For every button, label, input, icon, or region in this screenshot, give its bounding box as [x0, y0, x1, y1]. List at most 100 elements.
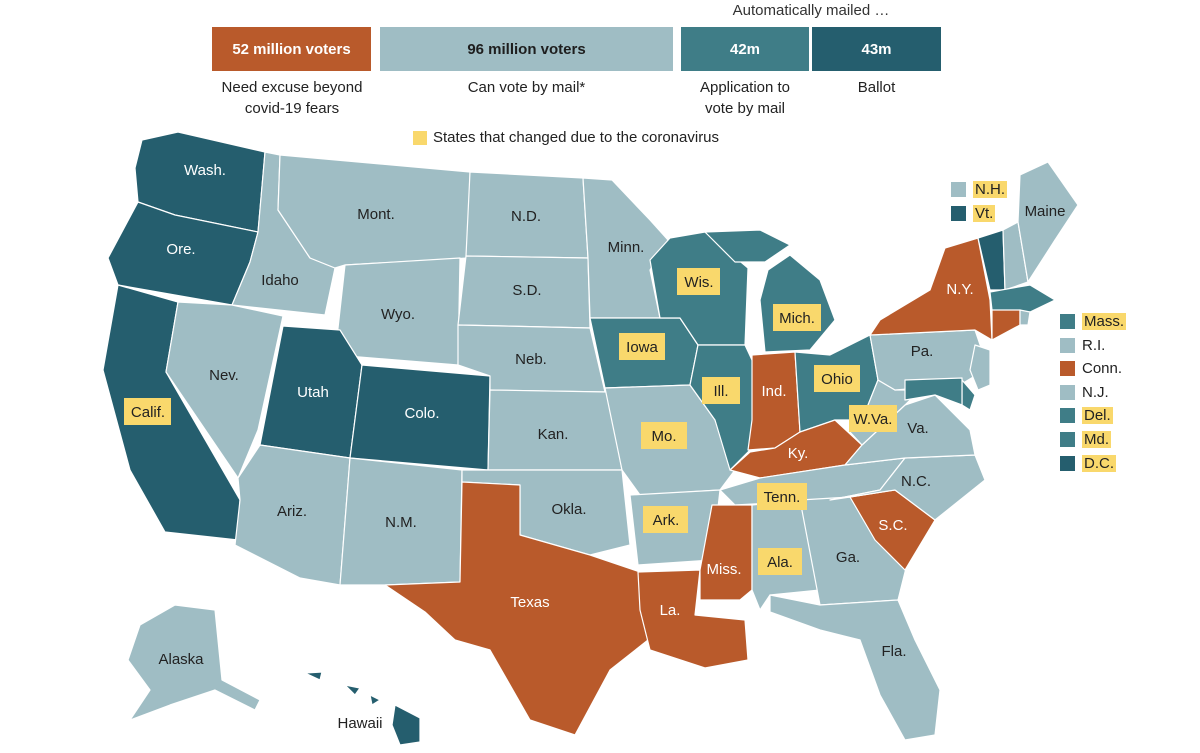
label-nev: Nev. — [209, 367, 239, 384]
state-mass — [989, 284, 1056, 313]
label-okla: Okla. — [551, 501, 586, 518]
label-ny: N.Y. — [946, 281, 973, 298]
label-alaska: Alaska — [158, 651, 204, 668]
label-kan: Kan. — [538, 426, 569, 443]
legend-caption-can-mail: Can vote by mail* — [467, 79, 586, 96]
state-ind — [747, 351, 801, 451]
hl-ark — [643, 506, 688, 533]
side-legend-swatch — [1060, 408, 1075, 423]
state-mich — [759, 254, 836, 353]
changed-legend: States that changed due to the coronavir… — [413, 129, 719, 146]
state-nev — [165, 301, 284, 479]
side-legend-nj: N.J. — [1060, 384, 1109, 401]
state-mich-up — [704, 229, 791, 263]
changed-swatch — [413, 130, 427, 145]
side-legend-nh: N.H. — [951, 181, 1007, 198]
hl-ala — [758, 548, 802, 575]
state-texas — [384, 481, 649, 736]
label-nc: N.C. — [901, 473, 931, 490]
state-md — [904, 377, 963, 406]
side-legend-dc: D.C. — [1060, 455, 1116, 472]
label-ky: Ky. — [788, 445, 809, 462]
label-sc: S.C. — [878, 517, 907, 534]
changed-legend-label: States that changed due to the coronavir… — [433, 129, 720, 146]
label-ark: Ark. — [653, 512, 680, 529]
side-legend-mass: Mass. — [1060, 313, 1127, 330]
label-nm: N.M. — [385, 514, 417, 531]
state-la — [637, 569, 749, 669]
side-legend-swatch — [1060, 456, 1075, 471]
hl-mo — [641, 422, 687, 449]
state-ny — [869, 237, 993, 341]
legend-bar-ballot: 43m — [812, 27, 941, 71]
label-mo: Mo. — [651, 428, 676, 445]
legend-bar-application: 42m — [681, 27, 809, 71]
auto-mailed-header: Automatically mailed … — [732, 2, 890, 19]
top-legend: Automatically mailed … 52 million voters… — [0, 0, 1200, 160]
side-legend-label: N.J. — [1082, 384, 1109, 401]
label-va: Va. — [907, 420, 928, 437]
side-legend-label: Mass. — [1082, 313, 1127, 330]
state-va — [844, 394, 976, 466]
side-legend-label: N.H. — [973, 181, 1007, 198]
side-legend-label: Del. — [1082, 407, 1113, 424]
hl-tenn — [757, 483, 807, 510]
state-fla — [769, 594, 941, 741]
side-legend-ri: R.I. — [1060, 337, 1105, 354]
legend-bar-ballot-value: 43m — [861, 40, 892, 58]
label-wis: Wis. — [684, 274, 713, 291]
legend-caption-application: Application to vote by mail — [699, 79, 791, 117]
label-mich: Mich. — [779, 310, 815, 327]
hl-ohio — [814, 365, 860, 392]
label-idaho: Idaho — [261, 272, 299, 289]
label-ariz: Ariz. — [277, 503, 307, 520]
label-ala: Ala. — [767, 554, 793, 571]
state-maine — [1017, 161, 1079, 283]
legend-bar-can-mail-value: 96 million voters — [467, 40, 586, 58]
side-legend-swatch — [951, 206, 966, 221]
legend-bar-can-mail: 96 million voters — [380, 27, 673, 71]
label-sd: S.D. — [512, 282, 541, 299]
side-legend-swatch — [1060, 385, 1075, 400]
side-legend-label: R.I. — [1082, 337, 1106, 354]
hl-calif — [124, 398, 171, 425]
label-la: La. — [660, 602, 681, 619]
state-conn — [991, 309, 1021, 341]
side-legend-md: Md. — [1060, 431, 1112, 448]
label-ga: Ga. — [836, 549, 860, 566]
side-legend-label: D.C. — [1082, 455, 1116, 472]
state-del — [961, 379, 976, 411]
legend-bar-application-value: 42m — [729, 40, 761, 58]
label-ore: Ore. — [166, 241, 195, 258]
label-ill: Ill. — [714, 383, 729, 400]
label-ind: Ind. — [761, 383, 786, 400]
legend-caption-ballot: Ballot — [857, 79, 896, 96]
side-legend-label: Conn. — [1082, 360, 1123, 377]
side-legend-swatch — [1060, 432, 1075, 447]
state-alaska — [127, 604, 261, 721]
state-nj — [969, 344, 991, 391]
label-utah: Utah — [297, 384, 329, 401]
side-legend-swatch — [1060, 338, 1075, 353]
state-ill — [689, 344, 761, 471]
label-calif: Calif. — [131, 404, 165, 421]
hl-iowa — [619, 333, 665, 360]
label-nd: N.D. — [511, 208, 541, 225]
hl-wis — [677, 268, 720, 295]
side-legend-label: Vt. — [973, 205, 996, 222]
state-ri — [1019, 309, 1031, 326]
label-wyo: Wyo. — [381, 306, 415, 323]
side-legend-conn: Conn. — [1060, 360, 1122, 377]
label-minn: Minn. — [608, 239, 645, 256]
label-wash: Wash. — [184, 162, 226, 179]
side-legend-swatch — [1060, 314, 1075, 329]
label-iowa: Iowa — [626, 339, 658, 356]
label-mont: Mont. — [357, 206, 395, 223]
label-ohio: Ohio — [821, 371, 853, 388]
label-pa: Pa. — [911, 343, 934, 360]
state-minn — [582, 177, 669, 319]
label-colo: Colo. — [404, 405, 439, 422]
state-hawaii — [304, 671, 421, 746]
label-fla: Fla. — [881, 643, 906, 660]
